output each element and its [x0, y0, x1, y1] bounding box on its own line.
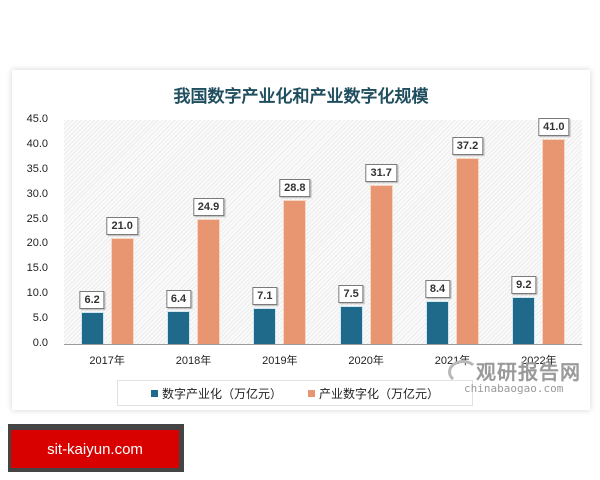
bar-industrial-digitalization-2019 [284, 200, 306, 344]
data-label: 7.5 [338, 284, 364, 303]
y-tick-label: 35.0 [26, 162, 48, 175]
bar-industrial-digitalization-2017 [111, 239, 133, 344]
x-tick-label: 2020年 [348, 355, 384, 367]
x-tick-label: 2021年 [434, 355, 471, 367]
x-tick-label: 2019年 [262, 355, 298, 367]
y-tick-label: 40.0 [26, 137, 48, 150]
plot-area [64, 120, 582, 344]
data-label: 28.8 [279, 178, 311, 197]
data-label: 9.2 [511, 276, 537, 295]
bar-industrial-digitalization-2020 [370, 186, 392, 344]
x-tick-label: 2018年 [175, 355, 212, 367]
bar-digital-industrialization-2021 [427, 302, 448, 344]
data-label: 8.4 [424, 280, 451, 299]
chart-card: 我国数字产业化和产业数字化规模 数字产业化（万亿元） 产业数字化（万亿元） 45… [12, 70, 590, 410]
legend: 数字产业化（万亿元） 产业数字化（万亿元） [117, 380, 473, 406]
y-tick-label: 0.0 [32, 337, 48, 349]
data-label: 31.7 [365, 164, 397, 183]
x-tick-label: 2017年 [89, 355, 125, 367]
data-label: 7.1 [252, 286, 278, 305]
y-tick-label: 25.0 [26, 212, 48, 225]
legend-item-digital-industrialization: 数字产业化（万亿元） [150, 385, 282, 402]
bar-digital-industrialization-2022 [513, 298, 535, 344]
chart-title: 我国数字产业化和产业数字化规模 [173, 87, 429, 107]
bar-digital-industrialization-2020 [340, 306, 362, 344]
legend-item-industrial-digitalization: 产业数字化（万亿元） [308, 385, 439, 402]
bar-industrial-digitalization-2021 [457, 158, 478, 344]
legend-swatch-orange [308, 389, 315, 397]
y-tick-label: 45.0 [26, 113, 48, 125]
legend-label: 数字产业化（万亿元） [161, 386, 282, 401]
data-label: 24.9 [192, 198, 225, 217]
data-label: 6.4 [165, 290, 192, 309]
data-label: 41.0 [538, 117, 570, 136]
bar-digital-industrialization-2019 [254, 308, 276, 344]
site-badge[interactable]: sit-kaiyun.com [8, 424, 184, 472]
bar-digital-industrialization-2017 [81, 313, 103, 344]
bar-digital-industrialization-2018 [168, 312, 189, 344]
data-label: 21.0 [106, 217, 138, 236]
bar-industrial-digitalization-2022 [543, 139, 565, 344]
legend-label: 产业数字化（万亿元） [319, 386, 440, 401]
data-label: 37.2 [451, 136, 484, 155]
y-tick-label: 10.0 [26, 287, 48, 300]
site-badge-label: sit-kaiyun.com [11, 430, 179, 468]
bar-industrial-digitalization-2018 [198, 220, 219, 344]
y-tick-label: 5.0 [32, 312, 48, 325]
legend-swatch-blue [150, 389, 158, 397]
y-tick-label: 30.0 [26, 187, 48, 200]
x-axis-line [64, 344, 582, 345]
x-tick-label: 2022年 [521, 355, 557, 367]
y-tick-label: 15.0 [26, 262, 48, 275]
data-label: 6.2 [79, 291, 105, 310]
y-tick-label: 20.0 [26, 237, 48, 250]
